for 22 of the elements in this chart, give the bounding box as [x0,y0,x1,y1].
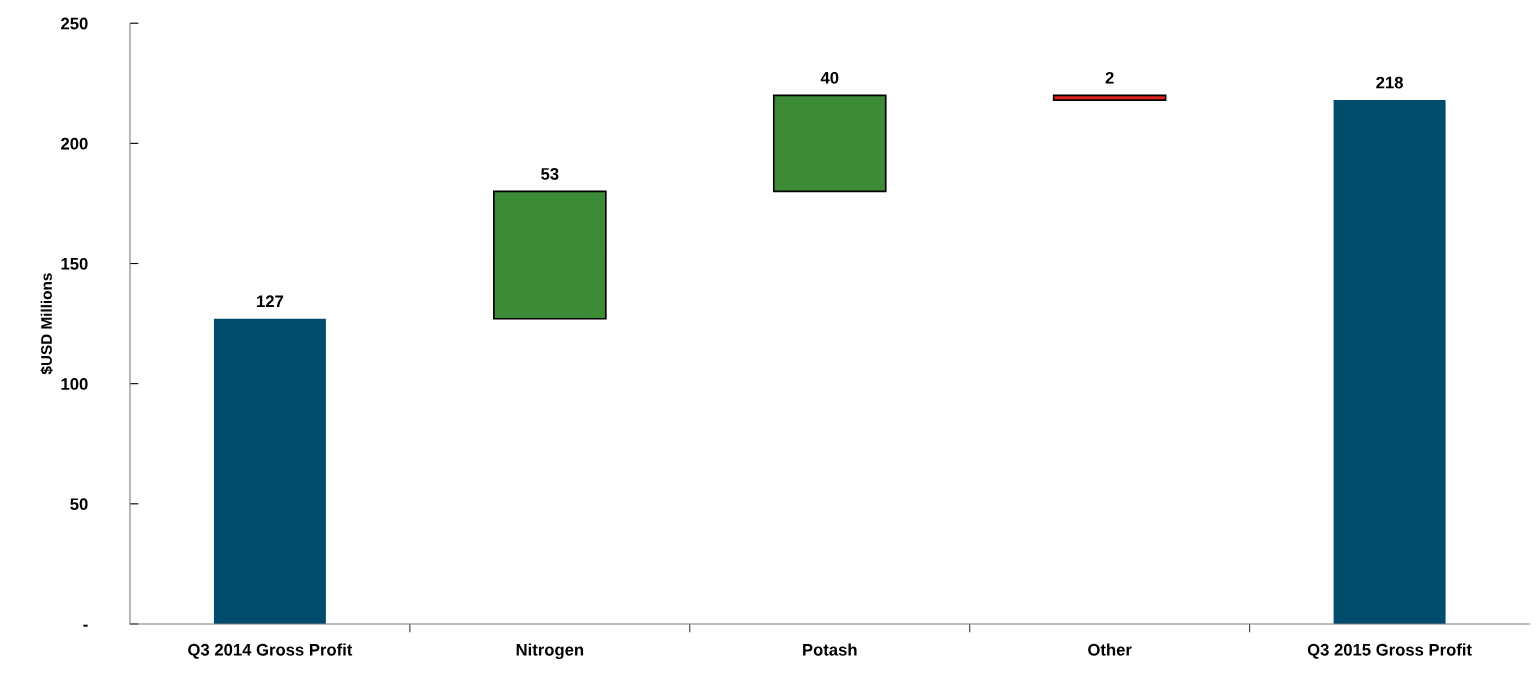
data-label: 2 [1105,71,1114,84]
x-tick-label: Other [1088,643,1132,656]
y-tick-label: 200 [61,137,88,150]
y-tick-label: - [83,624,88,627]
y-tick-label: 150 [61,257,88,270]
y-axis-title: $USD Millions [40,273,53,375]
x-tick-label: Potash [803,643,857,656]
data-label: 40 [820,71,839,84]
y-tick-label: 50 [70,498,88,511]
x-tick-label: Nitrogen [516,643,584,660]
y-tick-label: 100 [61,378,88,390]
bar [213,318,326,624]
bar [1052,94,1167,101]
bar [493,190,607,320]
y-tick-label: 250 [61,17,88,30]
bar [772,94,887,193]
x-tick-label: Q3 2015 Gross Profit [1307,643,1472,659]
data-label: 218 [1376,76,1403,89]
bar [1333,100,1446,624]
data-label: 127 [257,295,284,307]
data-label: 53 [541,168,559,180]
x-tick-label: Q3 2014 Gross Profit [188,643,353,659]
